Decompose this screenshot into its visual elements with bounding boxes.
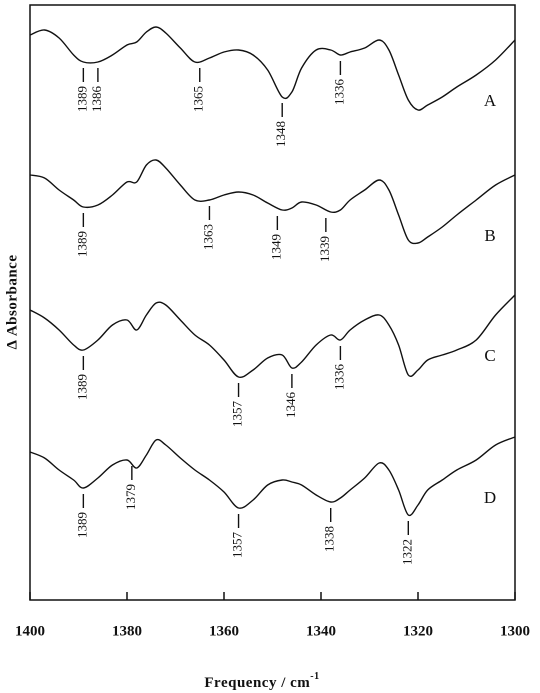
annotation-label: 1339	[317, 236, 332, 262]
annotation-label: 1348	[273, 121, 288, 147]
trace-label: A	[484, 91, 497, 110]
annotation-label: 1389	[74, 86, 89, 112]
x-tick-label: 1300	[500, 623, 530, 639]
trace-label: B	[484, 226, 495, 245]
annotation-label: 1357	[230, 532, 245, 559]
annotation-label: 1386	[89, 86, 104, 113]
x-tick-label: 1400	[15, 623, 45, 639]
x-axis-title-main: Frequency / cm	[204, 675, 310, 691]
spectrum-line	[29, 26, 516, 111]
plot-frame	[29, 4, 516, 601]
annotation-label: 1389	[74, 231, 89, 257]
trace-label: C	[484, 346, 495, 365]
annotation-label: 1365	[191, 86, 206, 112]
spectrum-line	[29, 159, 516, 245]
annotation-label: 1322	[399, 539, 414, 565]
x-tick-label: 1380	[112, 623, 142, 639]
spectrum-line	[29, 436, 516, 517]
trace-label: D	[484, 488, 496, 507]
annotation-label: 1363	[200, 224, 215, 250]
annotation-label: 1389	[74, 512, 89, 538]
x-tick-label: 1340	[306, 623, 336, 639]
annotation-label: 1346	[283, 392, 298, 419]
annotation-label: 1389	[74, 374, 89, 400]
x-tick-label: 1360	[209, 623, 239, 639]
x-axis-title: Frequency / cm-1	[204, 671, 319, 691]
x-tick-label: 1320	[403, 623, 433, 639]
annotation-label: 1336	[331, 79, 346, 106]
annotation-label: 1357	[230, 401, 245, 428]
annotation-label: 1349	[268, 234, 283, 260]
y-axis-title: Δ Absorbance	[4, 255, 20, 350]
spectrum-line	[29, 294, 516, 379]
annotation-label: 1338	[322, 526, 337, 552]
x-axis-title-sup: -1	[310, 671, 319, 682]
annotation-label: 1336	[331, 364, 346, 391]
annotation-label: 1379	[123, 484, 138, 510]
